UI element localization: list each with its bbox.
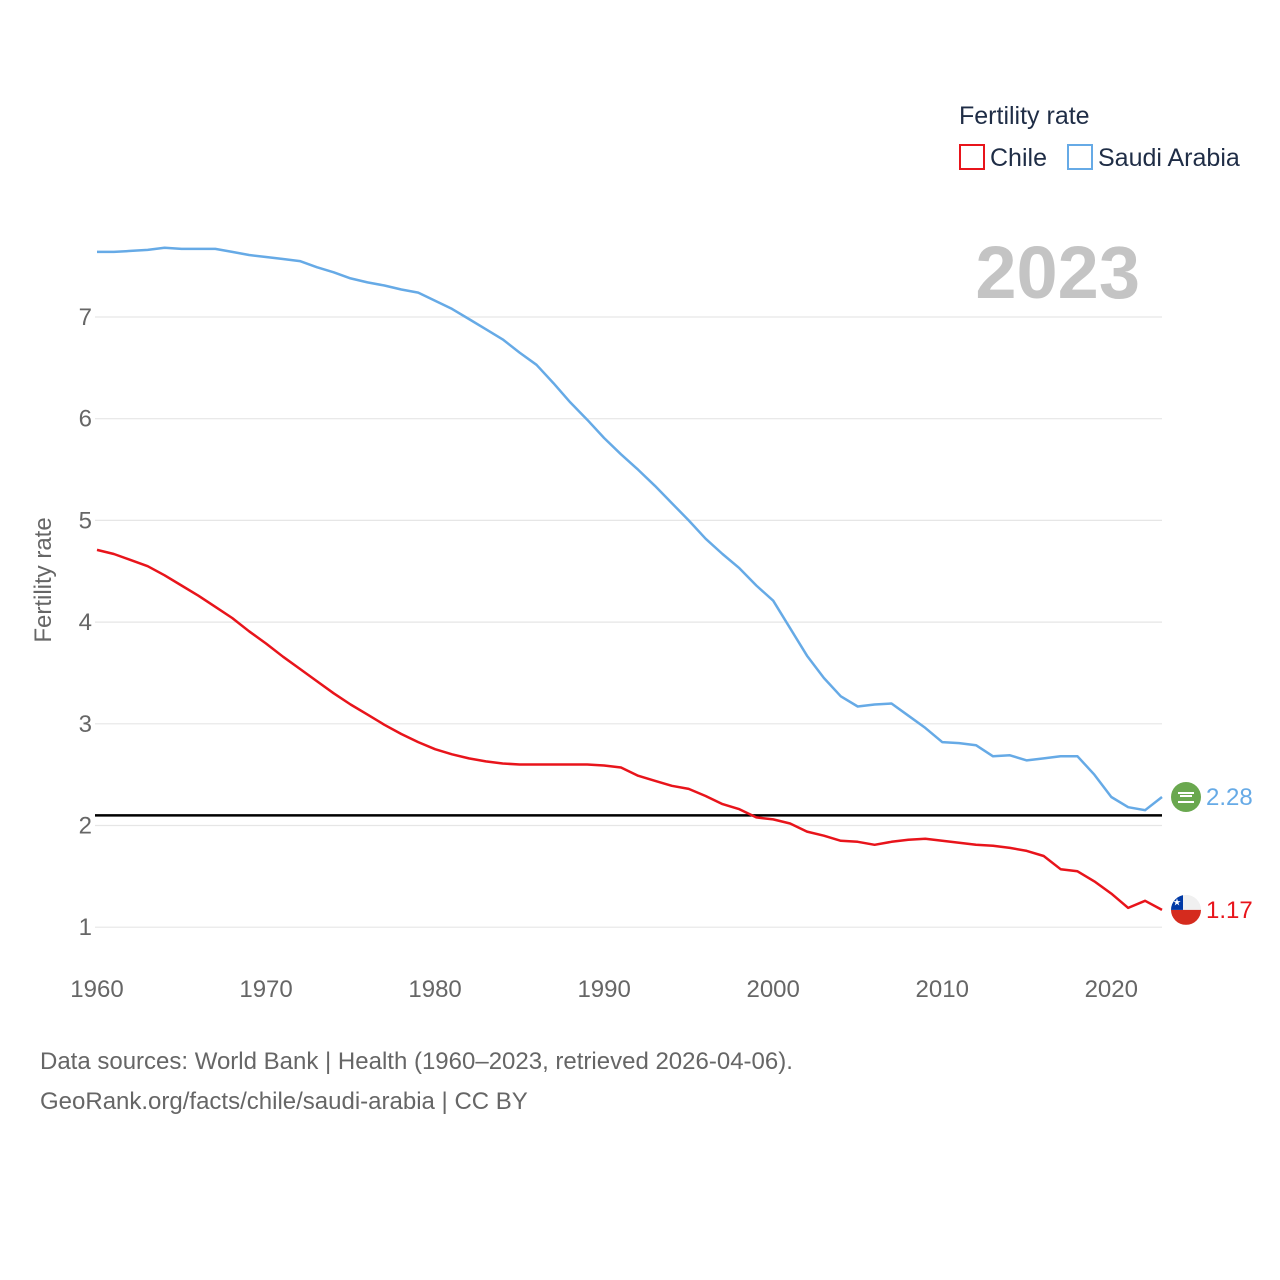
x-tick-label: 1980 xyxy=(408,976,461,1003)
series-line-chile[interactable] xyxy=(96,548,1163,912)
saudi-arabia-flag-icon xyxy=(1171,782,1201,812)
legend-item-chile[interactable]: Chile xyxy=(959,144,1047,172)
fertility-rate-chart: 1 2 3 4 5 6 7 1960 1970 1980 1990 2000 2010 2020 Fer… xyxy=(30,102,1253,1003)
x-tick-label: 2020 xyxy=(1085,976,1138,1003)
legend-label-chile: Chile xyxy=(990,144,1047,172)
x-tick-label: 1990 xyxy=(577,976,630,1003)
y-tick-label: 1 xyxy=(79,914,92,941)
legend-title: Fertility rate xyxy=(959,102,1090,130)
legend-item-saudi-arabia[interactable]: Saudi Arabia xyxy=(1067,144,1240,172)
footer: Data sources: World Bank | Health (1960–… xyxy=(40,1042,793,1122)
y-axis-title: Fertility rate xyxy=(30,517,57,642)
x-tick-label: 1960 xyxy=(70,976,123,1003)
legend-swatch-saudi-arabia xyxy=(1067,144,1093,170)
y-tick-label: 3 xyxy=(79,711,92,738)
x-tick-label: 2010 xyxy=(916,976,969,1003)
current-year-label: 2023 xyxy=(975,231,1140,314)
grid xyxy=(95,316,1162,928)
series-line-saudi-arabia[interactable] xyxy=(97,246,1163,812)
saudi-arabia-end-value: 2.28 xyxy=(1206,784,1253,811)
legend-label-saudi-arabia: Saudi Arabia xyxy=(1098,144,1240,172)
x-axis-ticks: 1960 1970 1980 1990 2000 2010 2020 xyxy=(70,976,1138,1003)
y-tick-label: 5 xyxy=(79,507,92,534)
chile-flag-icon xyxy=(1171,894,1201,925)
y-tick-label: 6 xyxy=(79,406,92,433)
series-lines xyxy=(96,246,1163,912)
y-axis-ticks: 1 2 3 4 5 6 7 xyxy=(79,304,92,941)
x-tick-label: 2000 xyxy=(746,976,799,1003)
saudi-arabia-end-marker: 2.28 xyxy=(1171,782,1253,812)
y-tick-label: 4 xyxy=(79,609,92,636)
attribution-link[interactable]: GeoRank.org/facts/chile/saudi-arabia | C… xyxy=(40,1088,528,1115)
y-tick-label: 7 xyxy=(79,304,92,331)
data-source-text: Data sources: World Bank | Health (1960–… xyxy=(40,1048,793,1075)
y-tick-label: 2 xyxy=(79,813,92,840)
legend-swatch-chile xyxy=(959,144,985,170)
chile-end-marker: 1.17 xyxy=(1171,894,1253,925)
chile-end-value: 1.17 xyxy=(1206,897,1253,924)
legend: Fertility rate Chile Saudi Arabia xyxy=(959,102,1240,172)
x-tick-label: 1970 xyxy=(239,976,292,1003)
